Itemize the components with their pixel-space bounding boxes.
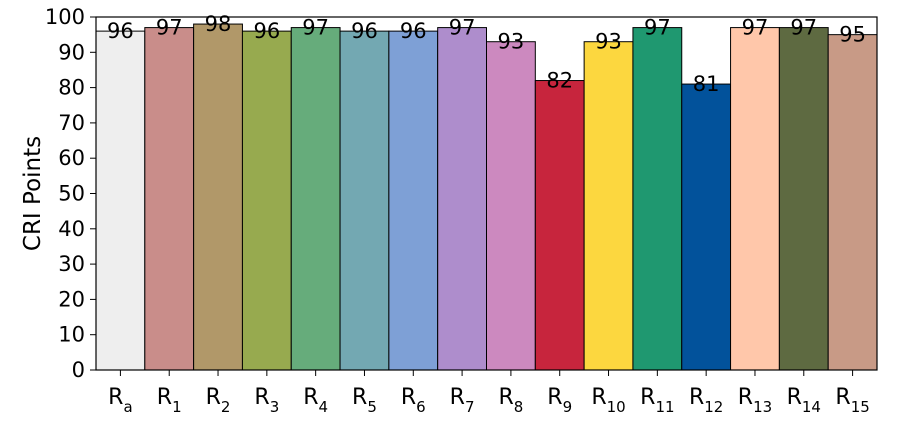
y-tick-label: 30 — [58, 252, 85, 276]
value-label: 97 — [742, 16, 769, 40]
value-label: 93 — [498, 30, 525, 54]
x-axis: Ra R1 R2 R3 R4 R5 R6 R7 R8 R9 R10 R11 R12 R13 R14 R15 — [108, 370, 870, 416]
value-label: 97 — [449, 16, 476, 40]
x-tick-label: R4 — [303, 385, 328, 416]
x-tick-label: R6 — [401, 385, 426, 416]
y-tick-label: 10 — [58, 323, 85, 347]
y-tick-label: 40 — [58, 217, 85, 241]
x-tick-label: R5 — [352, 385, 377, 416]
bar-R9 — [534, 80, 585, 371]
bar-Ra — [95, 30, 146, 371]
bar-R1 — [144, 27, 195, 371]
y-tick-label: 100 — [45, 5, 85, 29]
value-label: 96 — [107, 19, 134, 43]
y-tick-label: 50 — [58, 182, 85, 206]
x-tick-label: R3 — [254, 385, 279, 416]
bar-R8 — [486, 41, 536, 371]
x-tick-label: R2 — [206, 385, 231, 416]
bar-R14 — [778, 27, 829, 371]
value-label: 97 — [302, 16, 329, 40]
x-tick-label: R10 — [591, 385, 625, 416]
value-label: 96 — [400, 19, 427, 43]
value-label: 97 — [790, 16, 817, 40]
value-label: 97 — [644, 16, 671, 40]
bar-R10 — [583, 41, 634, 371]
x-tick-label: R12 — [689, 385, 723, 416]
value-label: 95 — [839, 23, 866, 47]
y-tick-label: 80 — [58, 76, 85, 100]
x-tick-label: Ra — [108, 385, 133, 416]
x-tick-label: R11 — [640, 385, 674, 416]
bar-R7 — [437, 27, 487, 371]
y-tick-label: 90 — [58, 40, 85, 64]
value-label: 97 — [156, 16, 183, 40]
x-tick-label: R13 — [738, 385, 772, 416]
x-tick-label: R14 — [787, 385, 821, 416]
y-tick-label: 60 — [58, 146, 85, 170]
value-label: 81 — [693, 72, 720, 96]
bars-group — [95, 23, 878, 371]
bar-R4 — [290, 27, 341, 371]
value-label: 82 — [546, 69, 573, 93]
bar-R12 — [681, 83, 732, 371]
bar-R11 — [632, 27, 683, 371]
y-axis: 0 10 20 30 40 50 60 70 80 90 100 — [45, 5, 96, 382]
x-tick-label: R15 — [835, 385, 869, 416]
bar-R15 — [827, 34, 878, 371]
y-axis-label: CRI Points — [20, 136, 46, 251]
bar-R13 — [730, 27, 780, 371]
x-tick-label: R1 — [157, 385, 182, 416]
x-tick-label: R9 — [547, 385, 572, 416]
x-tick-label: R8 — [498, 385, 523, 416]
value-label: 93 — [595, 30, 622, 54]
value-label: 96 — [253, 19, 280, 43]
bar-R5 — [339, 30, 390, 371]
x-tick-label: R7 — [450, 385, 475, 416]
bar-R6 — [388, 30, 439, 371]
y-tick-label: 0 — [72, 358, 85, 382]
value-labels-group: 96 97 98 96 97 96 96 97 93 82 93 97 81 97 97 95 — [107, 12, 866, 96]
value-label: 98 — [205, 12, 232, 36]
y-tick-label: 70 — [58, 111, 85, 135]
value-label: 96 — [351, 19, 378, 43]
y-tick-label: 20 — [58, 287, 85, 311]
bar-R2 — [193, 23, 243, 371]
bar-R3 — [241, 30, 292, 371]
